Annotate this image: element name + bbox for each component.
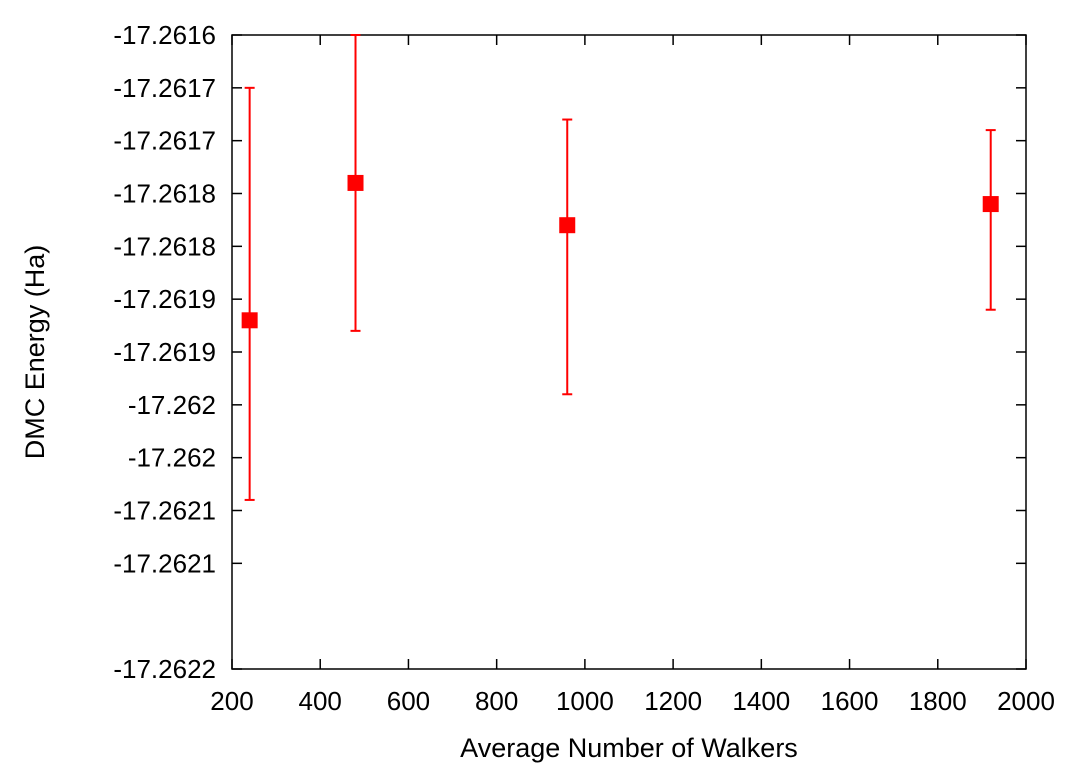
plot-frame	[231, 34, 1027, 670]
y-tick-label: -17.2621	[113, 548, 216, 578]
data-point	[982, 196, 999, 213]
series-layer	[241, 34, 999, 501]
y-tick-label: -17.262	[128, 443, 216, 473]
y-tick-label: -17.2619	[113, 337, 216, 367]
data-point	[347, 174, 364, 191]
x-tick-label: 1400	[732, 686, 790, 716]
x-tick-label: 1600	[821, 686, 879, 716]
y-tick-label: -17.2622	[113, 654, 216, 684]
y-tick-label: -17.2618	[113, 231, 216, 261]
y-tick-label: -17.2617	[113, 73, 216, 103]
y-axis-title: DMC Energy (Ha)	[20, 245, 50, 460]
x-tick-label: 1800	[909, 686, 967, 716]
y-tick-label: -17.2616	[113, 20, 216, 50]
x-axis-ticks: 200 400 600 800 1000 1200 1400 1600 1800 2000	[210, 35, 1055, 716]
data-point	[241, 312, 258, 329]
y-tick-label: -17.2618	[113, 179, 216, 209]
data-point	[559, 217, 576, 234]
x-tick-label: 1200	[644, 686, 702, 716]
x-tick-label: 1000	[556, 686, 614, 716]
x-axis-title: Average Number of Walkers	[460, 733, 798, 763]
y-tick-label: -17.2617	[113, 126, 216, 156]
x-tick-label: 600	[387, 686, 430, 716]
x-tick-label: 2000	[997, 686, 1055, 716]
y-tick-label: -17.2619	[113, 284, 216, 314]
x-tick-label: 800	[475, 686, 518, 716]
y-tick-label: -17.262	[128, 390, 216, 420]
x-tick-label: 200	[210, 686, 253, 716]
x-tick-label: 400	[299, 686, 342, 716]
y-axis-ticks: -17.2616 -17.2617 -17.2617 -17.2618 -17.2618…	[113, 20, 1026, 684]
y-tick-label: -17.2621	[113, 496, 216, 526]
